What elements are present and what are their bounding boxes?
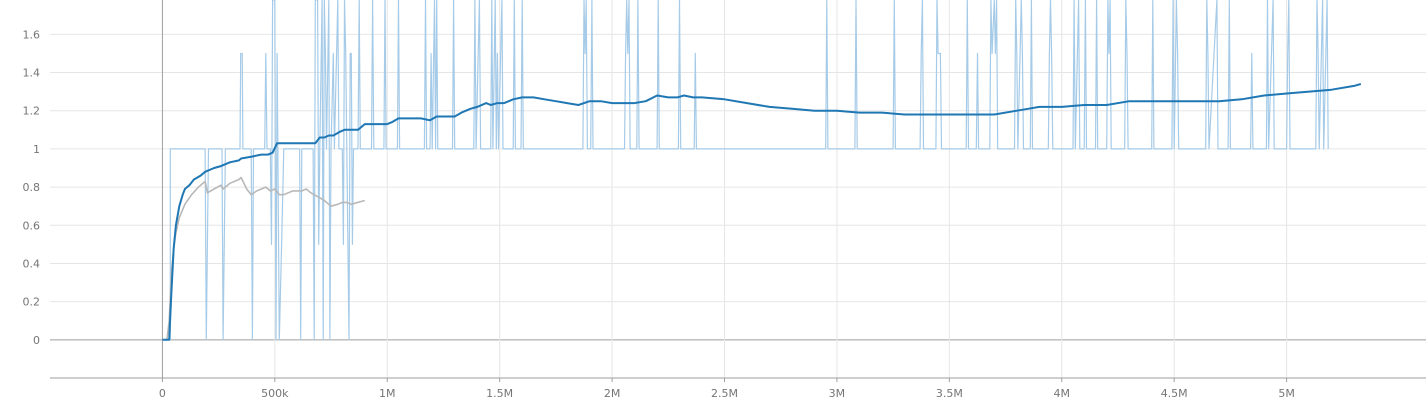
x-tick-label: 2M bbox=[604, 387, 621, 400]
x-tick-label: 1M bbox=[379, 387, 396, 400]
series-line-2 bbox=[166, 176, 366, 340]
x-tick-label: 3M bbox=[829, 387, 846, 400]
y-tick-label: 0 bbox=[33, 334, 40, 347]
grid bbox=[50, 0, 1426, 378]
x-tick-label: 2.5M bbox=[711, 387, 738, 400]
series-layer bbox=[162, 0, 1362, 341]
y-tick-label: 0.4 bbox=[23, 257, 41, 270]
y-tick-label: 1 bbox=[33, 143, 40, 156]
tick-labels: 0 0.2 0.4 0.6 0.8 1 1.2 1.4 1.6 0 500k 1M 1.5M 2M 2.5M… bbox=[23, 28, 1295, 400]
x-tick-label: 1.5M bbox=[486, 387, 513, 400]
x-tick-label: 0 bbox=[159, 387, 166, 400]
y-tick-label: 1.4 bbox=[23, 67, 41, 80]
y-tick-label: 0.8 bbox=[23, 181, 41, 194]
x-tick-label: 500k bbox=[261, 387, 289, 400]
y-tick-label: 0.6 bbox=[23, 219, 41, 232]
axes bbox=[50, 377, 1426, 382]
x-tick-label: 5M bbox=[1278, 387, 1295, 400]
y-tick-label: 0.2 bbox=[23, 296, 41, 309]
y-tick-label: 1.2 bbox=[23, 105, 41, 118]
series-line-1 bbox=[162, 0, 1329, 341]
x-tick-label: 4.5M bbox=[1161, 387, 1188, 400]
x-tick-label: 4M bbox=[1054, 387, 1071, 400]
y-tick-label: 1.6 bbox=[23, 28, 41, 41]
series-line-3 bbox=[162, 83, 1362, 341]
x-tick-label: 3.5M bbox=[936, 387, 963, 400]
